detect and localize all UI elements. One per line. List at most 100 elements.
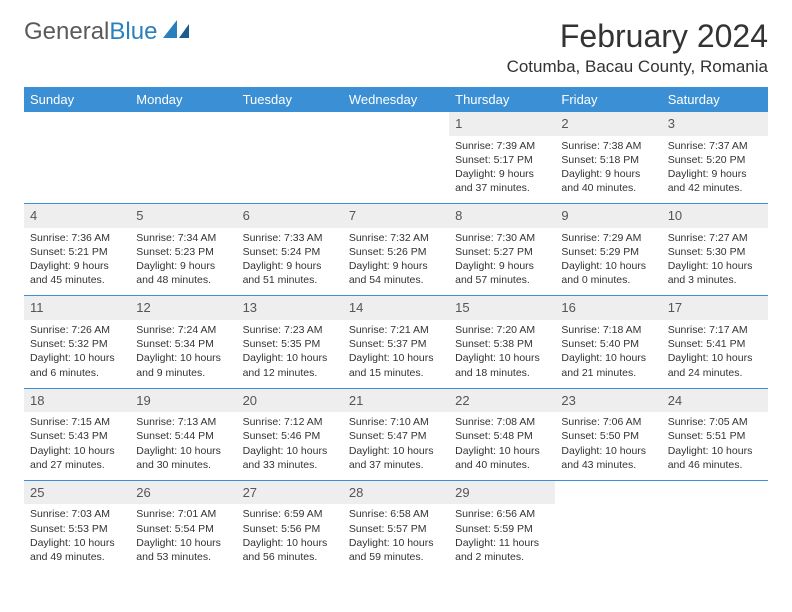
calendar-cell: 29Sunrise: 6:56 AMSunset: 5:59 PMDayligh… [449,480,555,572]
calendar-cell: 23Sunrise: 7:06 AMSunset: 5:50 PMDayligh… [555,388,661,480]
day-number: 9 [555,204,661,228]
calendar-cell: 10 Sunrise: 7:27 AMSunset: 5:30 PMDayligh… [662,204,768,296]
calendar-table: SundayMondayTuesdayWednesdayThursdayFrid… [24,87,768,572]
daylight-line: Daylight: 10 hours and 33 minutes. [243,444,337,472]
sunrise-line: Sunrise: 7:12 AM [243,415,337,429]
day-number: 29 [449,481,555,505]
sunset-line: Sunset: 5:34 PM [136,337,230,351]
daylight-line: Daylight: 9 hours and 40 minutes. [561,167,655,195]
sunset-line: Sunset: 5:27 PM [455,245,549,259]
day-number: 3 [662,112,768,136]
daylight-line: Daylight: 10 hours and 6 minutes. [30,351,124,379]
calendar-cell: 19Sunrise: 7:13 AMSunset: 5:44 PMDayligh… [130,388,236,480]
calendar-week-row: 4Sunrise: 7:36 AMSunset: 5:21 PMDaylight… [24,204,768,296]
calendar-cell: . [343,112,449,204]
calendar-cell: 22Sunrise: 7:08 AMSunset: 5:48 PMDayligh… [449,388,555,480]
sunrise-line: Sunrise: 7:33 AM [243,231,337,245]
day-number: 14 [343,296,449,320]
logo-word1: General [24,18,109,45]
day-number: 12 [130,296,236,320]
day-number: 10 [662,204,768,228]
sunrise-line: Sunrise: 7:26 AM [30,323,124,337]
month-title: February 2024 [507,18,768,55]
daylight-line: Daylight: 10 hours and 27 minutes. [30,444,124,472]
weekday-header: Sunday [24,87,130,112]
day-number: 19 [130,389,236,413]
daylight-line: Daylight: 10 hours and 9 minutes. [136,351,230,379]
daylight-line: Daylight: 10 hours and 30 minutes. [136,444,230,472]
day-number: 20 [237,389,343,413]
daylight-line: Daylight: 10 hours and 15 minutes. [349,351,443,379]
calendar-body: ....1Sunrise: 7:39 AMSunset: 5:17 PMDayl… [24,112,768,572]
day-number: 6 [237,204,343,228]
header: GeneralBlue February 2024 Cotumba, Bacau… [24,18,768,77]
daylight-line: Daylight: 10 hours and 24 minutes. [668,351,762,379]
sunset-line: Sunset: 5:53 PM [30,522,124,536]
daylight-line: Daylight: 10 hours and 0 minutes. [561,259,655,287]
sunrise-line: Sunrise: 7:30 AM [455,231,549,245]
sunset-line: Sunset: 5:17 PM [455,153,549,167]
sunrise-line: Sunrise: 7:32 AM [349,231,443,245]
sunset-line: Sunset: 5:43 PM [30,429,124,443]
sunrise-line: Sunrise: 7:15 AM [30,415,124,429]
calendar-cell: 3Sunrise: 7:37 AMSunset: 5:20 PMDaylight… [662,112,768,204]
calendar-week-row: 11Sunrise: 7:26 AMSunset: 5:32 PMDayligh… [24,296,768,388]
sunset-line: Sunset: 5:44 PM [136,429,230,443]
calendar-cell: 8 Sunrise: 7:30 AMSunset: 5:27 PMDaylight… [449,204,555,296]
daylight-line: Daylight: 10 hours and 40 minutes. [455,444,549,472]
day-number: 7 [343,204,449,228]
weekday-header: Wednesday [343,87,449,112]
sunset-line: Sunset: 5:30 PM [668,245,762,259]
day-number: 15 [449,296,555,320]
calendar-cell: 26Sunrise: 7:01 AMSunset: 5:54 PMDayligh… [130,480,236,572]
calendar-cell: 25Sunrise: 7:03 AMSunset: 5:53 PMDayligh… [24,480,130,572]
logo-word2: Blue [109,18,157,45]
sunset-line: Sunset: 5:59 PM [455,522,549,536]
day-number: 24 [662,389,768,413]
sunrise-line: Sunrise: 7:21 AM [349,323,443,337]
sunset-line: Sunset: 5:50 PM [561,429,655,443]
sunrise-line: Sunrise: 7:27 AM [668,231,762,245]
sunrise-line: Sunrise: 7:03 AM [30,507,124,521]
daylight-line: Daylight: 10 hours and 3 minutes. [668,259,762,287]
daylight-line: Daylight: 9 hours and 51 minutes. [243,259,337,287]
location: Cotumba, Bacau County, Romania [507,57,768,77]
daylight-line: Daylight: 9 hours and 48 minutes. [136,259,230,287]
sunrise-line: Sunrise: 6:59 AM [243,507,337,521]
day-number: 27 [237,481,343,505]
daylight-line: Daylight: 10 hours and 59 minutes. [349,536,443,564]
sunset-line: Sunset: 5:23 PM [136,245,230,259]
weekday-header: Thursday [449,87,555,112]
sunset-line: Sunset: 5:32 PM [30,337,124,351]
calendar-cell: 16Sunrise: 7:18 AMSunset: 5:40 PMDayligh… [555,296,661,388]
day-number: 18 [24,389,130,413]
logo-text: GeneralBlue [24,18,157,46]
daylight-line: Daylight: 10 hours and 12 minutes. [243,351,337,379]
sunset-line: Sunset: 5:29 PM [561,245,655,259]
daylight-line: Daylight: 9 hours and 37 minutes. [455,167,549,195]
daylight-line: Daylight: 9 hours and 57 minutes. [455,259,549,287]
calendar-week-row: 25 Sunrise: 7:03 AMSunset: 5:53 PM Dayligh… [24,480,768,572]
day-number: 25 [24,481,130,505]
calendar-cell: 17Sunrise: 7:17 AMSunset: 5:41 PMDayligh… [662,296,768,388]
sunrise-line: Sunrise: 7:24 AM [136,323,230,337]
daylight-line: Daylight: 10 hours and 21 minutes. [561,351,655,379]
logo-sail-icon [163,20,191,45]
weekday-header: Saturday [662,87,768,112]
sunset-line: Sunset: 5:38 PM [455,337,549,351]
day-number: 16 [555,296,661,320]
daylight-line: Daylight: 10 hours and 37 minutes. [349,444,443,472]
sunset-line: Sunset: 5:20 PM [668,153,762,167]
weekday-header: Tuesday [237,87,343,112]
calendar-cell: 1Sunrise: 7:39 AMSunset: 5:17 PMDaylight… [449,112,555,204]
calendar-cell: 2Sunrise: 7:38 AMSunset: 5:18 PMDaylight… [555,112,661,204]
sunrise-line: Sunrise: 7:37 AM [668,139,762,153]
sunrise-line: Sunrise: 6:56 AM [455,507,549,521]
calendar-cell: 20Sunrise: 7:12 AMSunset: 5:46 PMDayligh… [237,388,343,480]
day-number: 21 [343,389,449,413]
day-number: 8 [449,204,555,228]
sunrise-line: Sunrise: 7:06 AM [561,415,655,429]
calendar-cell: . [237,112,343,204]
sunrise-line: Sunrise: 7:38 AM [561,139,655,153]
title-block: February 2024 Cotumba, Bacau County, Rom… [507,18,768,77]
